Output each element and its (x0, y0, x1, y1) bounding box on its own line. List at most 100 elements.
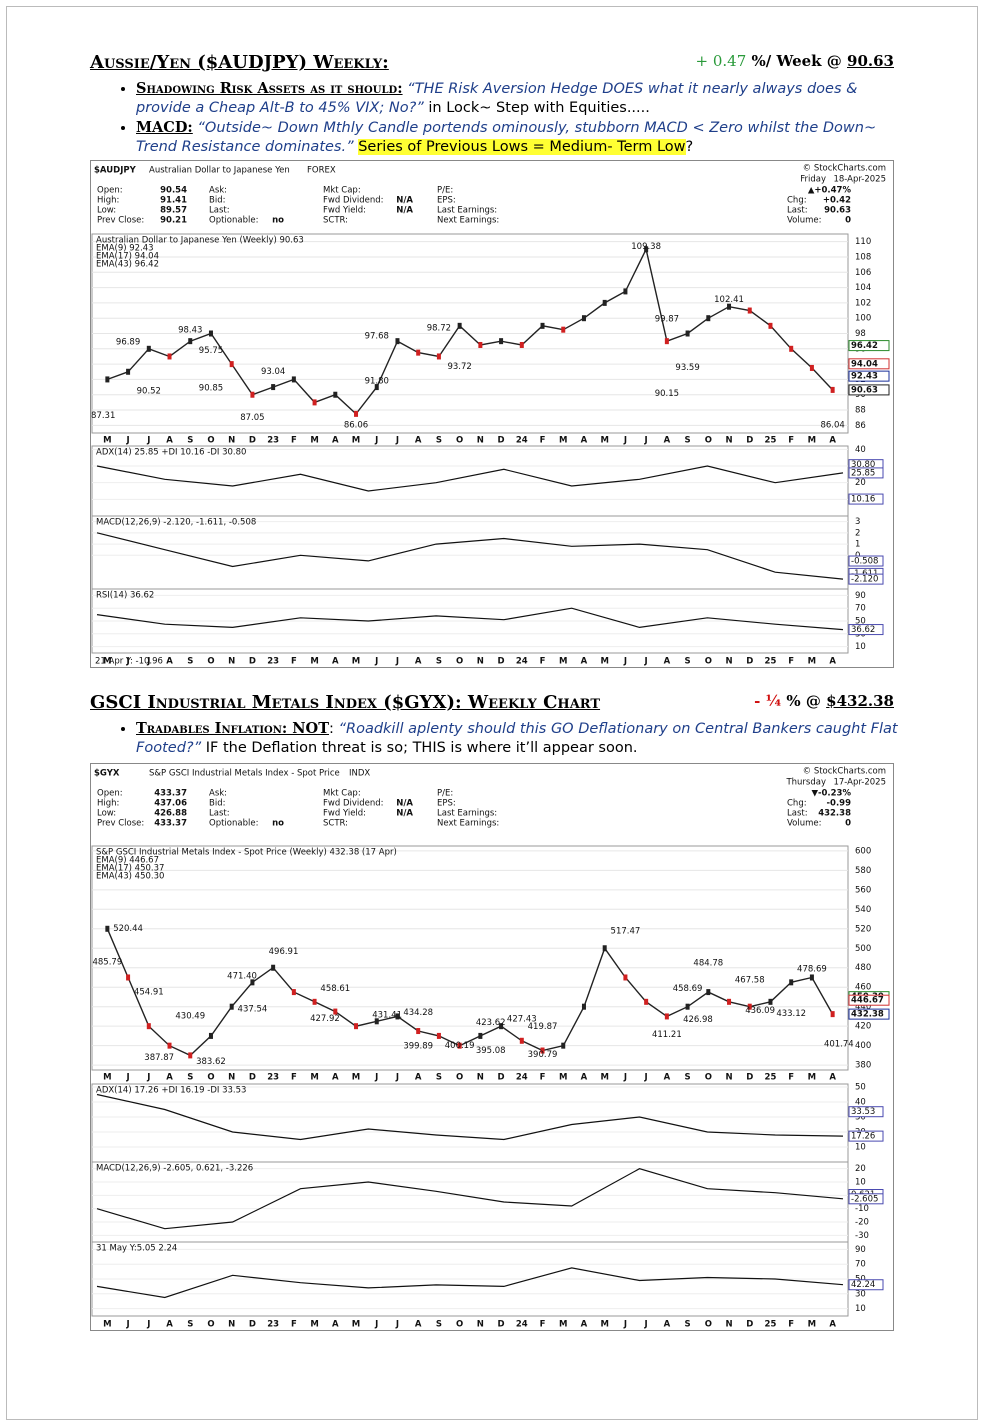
price-bar (208, 1032, 213, 1039)
price-bar (581, 315, 586, 322)
x-tick-label: D (249, 436, 256, 446)
quote-label: Fwd Dividend: (323, 799, 384, 809)
y-tick-label: 40 (855, 1098, 866, 1108)
indicator-tag-label: 30.80 (851, 460, 875, 470)
quote-label: Ask: (209, 186, 227, 196)
x-tick-label: A (829, 1073, 836, 1083)
price-bar (519, 341, 524, 348)
symbol: $AUDJPY (94, 166, 137, 176)
quote-label: Volume: (787, 216, 821, 226)
x-tick-label: S (436, 436, 442, 446)
x-tick-label: A (664, 1073, 671, 1083)
change: + 0.47 (695, 52, 747, 70)
x-tick-label: F (788, 436, 794, 446)
quote-value: 90.54 (160, 186, 187, 196)
x-tick-label: F (291, 657, 297, 667)
price-bar (602, 299, 607, 306)
price-bar (457, 322, 462, 329)
y-tick-label: 480 (855, 963, 871, 973)
price-bar (623, 288, 628, 295)
price-bar (830, 386, 835, 393)
x-tick-label: S (436, 1320, 442, 1330)
price-bar (727, 303, 732, 310)
price-bar (809, 974, 814, 981)
y-tick-label: 2 (855, 528, 860, 538)
quote-label: Chg: (787, 799, 807, 809)
quote-value: 91.41 (160, 196, 187, 206)
y-tick-label: 50 (855, 1083, 866, 1093)
price-bar (436, 353, 441, 360)
legend-entry: S&P GSCI Industrial Metals Index - Spot … (96, 848, 397, 858)
indicator-tag-label: -2.605 (851, 1194, 878, 1204)
title: Aussie/Yen ($AUDJPY) Weekly: (90, 52, 389, 73)
x-tick-label: J (644, 436, 648, 446)
price: 90.63 (847, 52, 894, 70)
indicator-tag (848, 1130, 884, 1142)
y-tick-label: 440 (855, 1002, 871, 1012)
indicator-tag-label: 42.24 (851, 1280, 875, 1290)
annotation: 419.87 (528, 1022, 558, 1032)
bullet: MACD: “Outside~ Down Mthly Candle porten… (136, 118, 916, 157)
x-tick-label: A (829, 1320, 836, 1330)
title-change: + 0.47 %/ Week @ 90.63 (696, 52, 894, 70)
price-bar (291, 989, 296, 996)
annotation: 95.75 (199, 346, 223, 356)
price-bar (416, 1028, 421, 1035)
x-tick-label: D (746, 436, 753, 446)
x-tick-label: M (600, 1320, 608, 1330)
price-tag-label: 96.42 (851, 341, 878, 351)
x-tick-label: J (395, 657, 399, 667)
x-tick-label: M (559, 1320, 567, 1330)
annotation: 423.62 (476, 1018, 506, 1028)
indicator-tag (848, 1193, 884, 1205)
x-tick-label: O (705, 657, 712, 667)
price-bar (333, 391, 338, 398)
quote-label: Last: (787, 206, 808, 216)
x-tick-label: J (395, 436, 399, 446)
quote-label: Fwd Yield: (323, 206, 366, 216)
price-bar (374, 1018, 379, 1025)
x-tick-label: N (477, 657, 484, 667)
quote: “Roadkill aplenty should this GO Deflati… (136, 721, 898, 756)
bullet: Tradables Inflation: NOT: “Roadkill aple… (136, 719, 916, 758)
x-tick-label: J (623, 657, 627, 667)
price-bar (727, 998, 732, 1005)
bullets: Tradables Inflation: NOT: “Roadkill aple… (118, 719, 916, 758)
x-tick-label: S (187, 436, 193, 446)
indicator-tag-label: 10.16 (851, 495, 875, 505)
annotation: 90.85 (199, 384, 223, 394)
annotation: 471.40 (227, 972, 257, 982)
x-tick-label: F (788, 657, 794, 667)
x-tick-label: M (103, 1073, 111, 1083)
day: Friday (800, 175, 826, 185)
y-tick-label: 110 (855, 237, 871, 247)
x-tick-label: O (456, 436, 463, 446)
y-tick-label: 20 (855, 1164, 866, 1174)
price-bar (271, 384, 276, 391)
y-tick-label: 540 (855, 905, 871, 915)
x-tick-label: M (600, 1073, 608, 1083)
x-tick-label: N (477, 1073, 484, 1083)
x-tick-label: M (559, 436, 567, 446)
x-tick-label: N (477, 1320, 484, 1330)
x-tick-label: O (207, 1320, 214, 1330)
x-tick-label: J (395, 1073, 399, 1083)
price-bar (271, 964, 276, 971)
bullets: Shadowing Risk Assets as it should: “THE… (118, 79, 916, 157)
x-tick-label: M (559, 657, 567, 667)
price-bar (146, 345, 151, 352)
annotation: 478.69 (797, 965, 827, 975)
price-tag-label: 432.38 (851, 1010, 884, 1020)
price-tag (848, 370, 890, 382)
lead: MACD: (136, 119, 193, 136)
x-tick-label: M (352, 1320, 360, 1330)
annotation: 102.41 (714, 295, 744, 305)
annotation: 427.92 (310, 1014, 340, 1024)
quote-label: Last Earnings: (437, 206, 497, 216)
x-tick-label: J (623, 436, 627, 446)
x-tick-label: F (788, 1073, 794, 1083)
x-tick-label: 23 (267, 657, 279, 667)
annotation: 401.74 (824, 1039, 854, 1049)
quote-label: Next Earnings: (437, 819, 499, 829)
x-tick-label: M (808, 436, 816, 446)
